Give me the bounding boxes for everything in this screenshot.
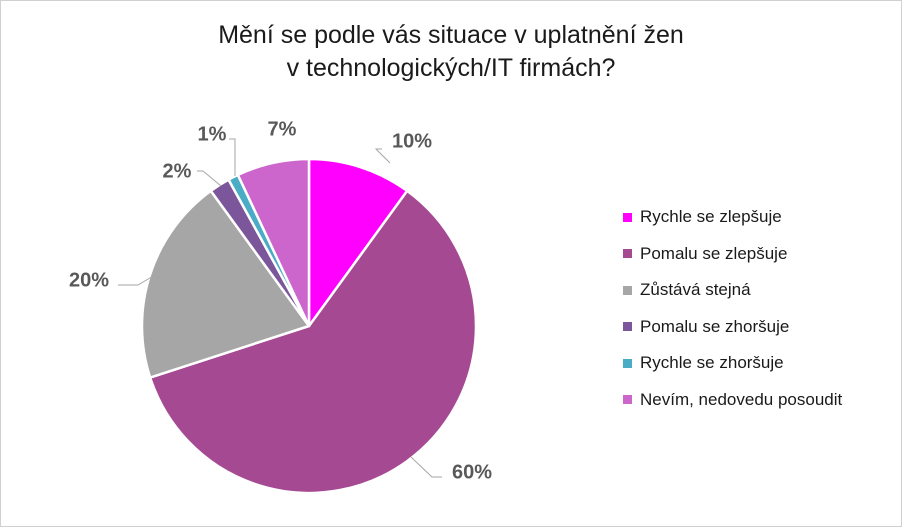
legend-label: Rychle se zlepšuje [640,207,782,227]
leader-line [410,456,442,478]
legend-item: Nevím, nedovedu posoudit [623,382,842,419]
legend-item: Rychle se zhoršuje [623,345,842,382]
chart-title-line-1: Mění se podle vás situace v uplatnění že… [218,21,684,49]
pie-slice [140,189,311,379]
legend-item: Zůstává stejná [623,272,842,309]
legend-item: Pomalu se zhoršuje [623,309,842,346]
pie-slice [236,157,311,328]
leader-line [118,271,161,286]
leader-line [374,148,391,164]
data-label: 60% [452,461,492,483]
chart-title: Mění se podle vás situace v uplatnění že… [1,19,901,85]
data-label: 7% [268,118,297,140]
pie-slice [307,157,409,328]
data-label: 20% [69,269,109,291]
data-label: 10% [392,130,432,152]
legend: Rychle se zlepšuje Pomalu se zlepšuje Zů… [623,199,842,418]
legend-swatch [623,285,632,295]
legend-swatch [623,249,632,259]
legend-label: Zůstává stejná [640,280,751,300]
legend-swatch [623,212,632,222]
data-label: 1% [198,123,227,145]
data-label: 2% [163,160,192,182]
legend-item: Rychle se zlepšuje [623,199,842,236]
legend-label: Pomalu se zhoršuje [640,316,790,336]
legend-label: Pomalu se zlepšuje [640,243,788,263]
legend-swatch [623,358,632,368]
pie-slice [148,189,478,495]
legend-label: Rychle se zhoršuje [640,353,784,373]
legend-item: Pomalu se zlepšuje [623,236,842,273]
legend-label: Nevím, nedovedu posoudit [640,389,843,409]
legend-swatch [623,395,632,405]
leader-line [229,138,236,176]
chart-title-line-2: v technologických/IT firmách? [286,54,616,82]
legend-swatch [623,322,632,332]
leader-line [197,170,222,187]
